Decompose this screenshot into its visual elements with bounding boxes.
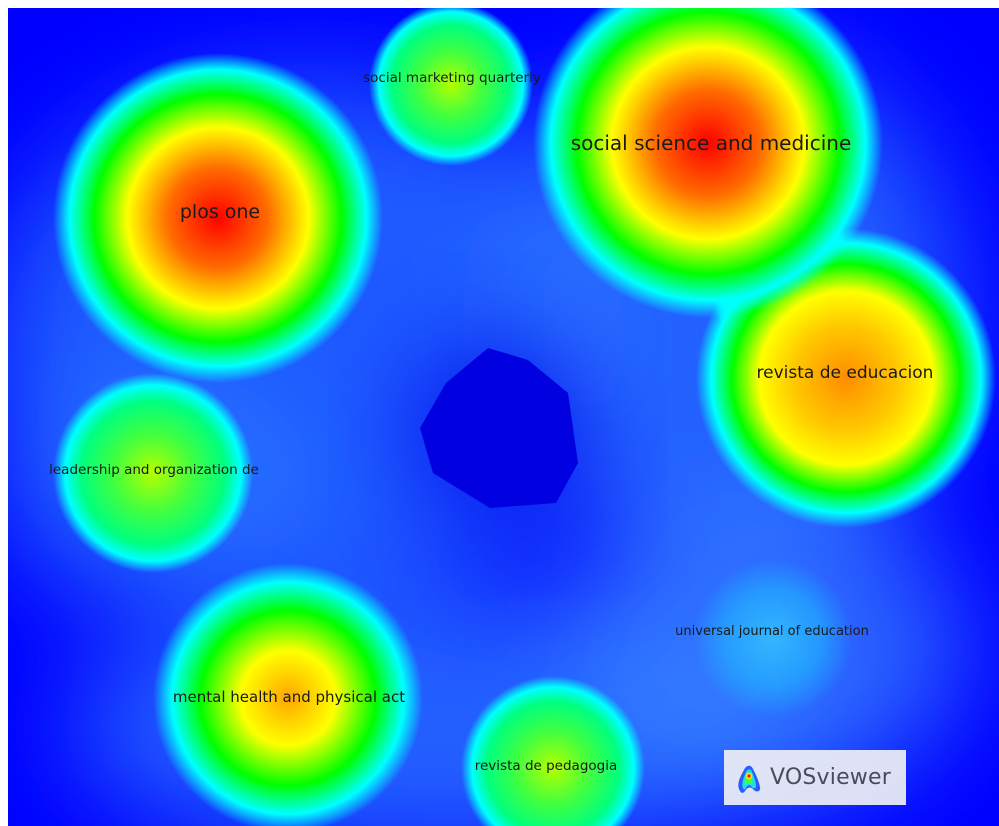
- blob-mental-health: [153, 563, 423, 826]
- blob-social-science: [533, 8, 883, 318]
- blob-universal-journal: [693, 558, 853, 718]
- node-label-social-science-and-medicine[interactable]: social science and medicine: [571, 131, 852, 155]
- density-map-svg: social science and medicine plos one rev…: [8, 8, 999, 826]
- density-void-core: [420, 348, 578, 508]
- node-label-mental-health[interactable]: mental health and physical act: [173, 688, 405, 706]
- node-label-leadership[interactable]: leadership and organization de: [49, 462, 259, 478]
- blob-plos-one: [53, 53, 383, 383]
- vosviewer-logo-text: VOSviewer: [770, 765, 891, 790]
- vosviewer-logo-icon: [738, 765, 761, 793]
- blob-social-marketing: [369, 8, 533, 166]
- blob-leadership: [53, 373, 253, 573]
- node-label-universal-journal[interactable]: universal journal of education: [675, 624, 869, 639]
- vosviewer-logo: VOSviewer: [724, 750, 906, 805]
- node-label-revista-de-pedagogia[interactable]: revista de pedagogia: [475, 758, 618, 774]
- density-blobs: [53, 8, 996, 826]
- node-label-social-marketing-quarterly[interactable]: social marketing quarterly: [363, 70, 541, 86]
- density-map[interactable]: social science and medicine plos one rev…: [8, 8, 999, 826]
- node-label-plos-one[interactable]: plos one: [180, 201, 260, 223]
- blob-revista-pedagogia: [461, 676, 645, 826]
- node-label-revista-de-educacion[interactable]: revista de educacion: [757, 363, 934, 383]
